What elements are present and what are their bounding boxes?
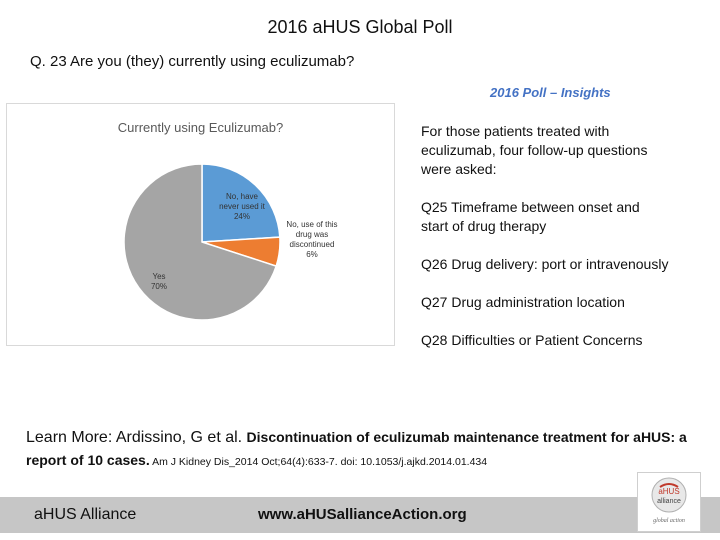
svg-text:global action: global action [653, 518, 685, 524]
pie-slice-label-line: discontinued [290, 240, 335, 249]
pie-slice-label-line: 70% [151, 282, 167, 291]
ahus-alliance-logo: aHUS alliance global action [637, 472, 701, 532]
pie-chart-panel: Currently using Eculizumab? No, have neve… [6, 103, 395, 346]
reference-title[interactable]: Discontinuation of eculizumab maintenanc… [26, 429, 687, 468]
pie-slice [123, 163, 278, 321]
insights-question: Q28 Difficulties or Patient Concerns [421, 331, 720, 350]
insights-question: Q26 Drug delivery: port or intravenously [421, 255, 720, 274]
svg-text:aHUS: aHUS [658, 487, 679, 496]
pie-slice-label-line: 24% [234, 212, 250, 221]
pie-slice-label: No, have never used it 24% [219, 192, 266, 221]
slide-title: 2016 aHUS Global Poll [267, 17, 453, 37]
pie-slice-label-line: never used it [219, 202, 266, 211]
insights-intro: For those patients treated with eculizuma… [421, 122, 720, 179]
pie-chart: No, have never used it 24%No, use of this d… [123, 163, 338, 321]
pie-slice-label-line: 6% [306, 250, 318, 259]
svg-text:alliance: alliance [657, 498, 681, 505]
footer-org: aHUS Alliance [34, 506, 137, 523]
insights-question-line: Q28 Difficulties or Patient Concerns [421, 332, 643, 348]
learn-more-label: Learn More: Ardissino, G et al. [26, 429, 247, 446]
pie-slice-label-line: Yes [152, 272, 165, 281]
insights-intro-line: were asked: [421, 161, 497, 177]
pie-slice-label-line: drug was [296, 230, 328, 239]
insights-question: Q25 Timeframe between onset and start of … [421, 198, 720, 236]
footer-bar: aHUS Alliance www.aHUSallianceAction.org [0, 497, 720, 533]
question-text: Q. 23 Are you (they) currently using ecu… [30, 53, 355, 70]
pie-slice [201, 163, 281, 243]
pie-slice-label-line: No, use of this [286, 220, 337, 229]
reference-citation: Am J Kidney Dis ̲ 2014 Oct;64(4):633-7. … [149, 456, 488, 468]
insights-text: For those patients treated with eculizuma… [421, 122, 720, 369]
insights-intro-line: For those patients treated with [421, 123, 610, 139]
insights-question-line: Q26 Drug delivery: port or intravenously [421, 256, 669, 272]
pie-slice-label: No, use of this drug was discontinued 6% [286, 220, 337, 259]
insights-question: Q27 Drug administration location [421, 293, 720, 312]
insights-intro-line: eculizumab, four follow-up questions [421, 142, 648, 158]
chart-title: Currently using Eculizumab? [117, 120, 284, 135]
pie-slice-label-line: No, have [226, 192, 259, 201]
learn-more: Learn More: Ardissino, G et al. Disconti… [26, 426, 706, 473]
insights-question-line: Q27 Drug administration location [421, 294, 625, 310]
insights-question-line: start of drug therapy [421, 218, 547, 234]
insights-heading: 2016 Poll – Insights [490, 85, 611, 100]
insights-question-line: Q25 Timeframe between onset and [421, 199, 640, 215]
pie-slice-label: Yes 70% [151, 272, 167, 291]
footer-url[interactable]: www.aHUSallianceAction.org [258, 506, 467, 523]
